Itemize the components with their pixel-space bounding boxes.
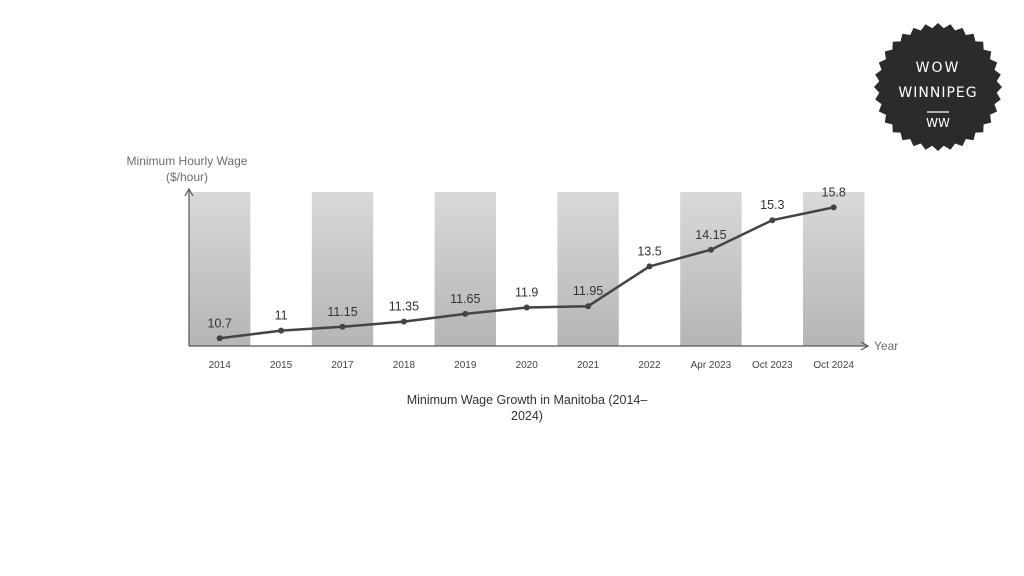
x-tick-label: Oct 2024 <box>813 360 854 371</box>
x-tick-label: 2021 <box>577 360 600 371</box>
y-axis-arrow <box>184 187 194 197</box>
x-tick-label: 2022 <box>638 360 661 371</box>
x-tick-label: Oct 2023 <box>752 360 793 371</box>
data-label: 11 <box>275 309 288 323</box>
data-point <box>400 318 407 325</box>
x-axis-title: Year <box>874 339 898 353</box>
data-label: 15.3 <box>760 198 784 212</box>
x-tick-label: 2018 <box>393 360 416 371</box>
column-band <box>189 192 251 346</box>
x-tick-label: 2017 <box>331 360 354 371</box>
data-label: 11.35 <box>389 300 419 314</box>
logo-badge-shape <box>874 23 1002 151</box>
logo-line2: WINNIPEG <box>898 85 977 101</box>
x-tick-labels: 2014 2015 2017 2018 2019 2020 2021 2022 Apr 2023… <box>209 360 855 371</box>
alternating-bands <box>189 192 865 346</box>
column-band <box>680 192 742 346</box>
chart-caption: Minimum Wage Growth in Manitoba (2014–20… <box>406 393 648 423</box>
data-label: 10.7 <box>208 316 232 330</box>
axes <box>184 187 870 351</box>
data-point <box>646 263 653 270</box>
x-tick-label: 2020 <box>516 360 539 371</box>
data-label: 11.9 <box>515 286 538 300</box>
x-tick-label: 2019 <box>454 360 477 371</box>
data-label: 15.8 <box>822 185 846 199</box>
data-point <box>339 323 346 330</box>
x-tick-label: Apr 2023 <box>691 360 732 371</box>
data-point <box>278 327 285 334</box>
column-band <box>434 192 496 346</box>
column-band <box>311 192 374 346</box>
data-label: 14.15 <box>695 228 726 242</box>
data-point <box>585 303 592 310</box>
data-point <box>769 217 776 224</box>
x-axis-arrow <box>860 341 870 351</box>
data-point <box>216 335 223 342</box>
data-label: 11.95 <box>573 284 603 298</box>
y-axis-title-line2: ($/hour) <box>166 170 208 184</box>
data-label: 11.15 <box>327 305 357 319</box>
data-point <box>830 204 837 211</box>
column-band <box>803 192 865 346</box>
logo-monogram: WW <box>926 116 950 130</box>
wow-winnipeg-logo: WOW WINNIPEG WW <box>874 23 1002 151</box>
y-axis-title-line1: Minimum Hourly Wage <box>127 154 248 168</box>
data-point <box>523 304 530 311</box>
data-label: 13.5 <box>637 244 661 258</box>
data-point <box>707 246 714 253</box>
x-tick-label: 2014 <box>209 360 232 371</box>
x-tick-label: 2015 <box>270 360 293 371</box>
logo-line1: WOW <box>916 60 961 76</box>
data-point <box>462 310 469 317</box>
data-points <box>216 204 837 342</box>
data-label: 11.65 <box>450 292 480 306</box>
column-band <box>557 192 619 346</box>
data-labels: 10.7 11 11.15 11.35 11.65 11.9 11.95 13.5 14.15 1… <box>208 185 846 330</box>
